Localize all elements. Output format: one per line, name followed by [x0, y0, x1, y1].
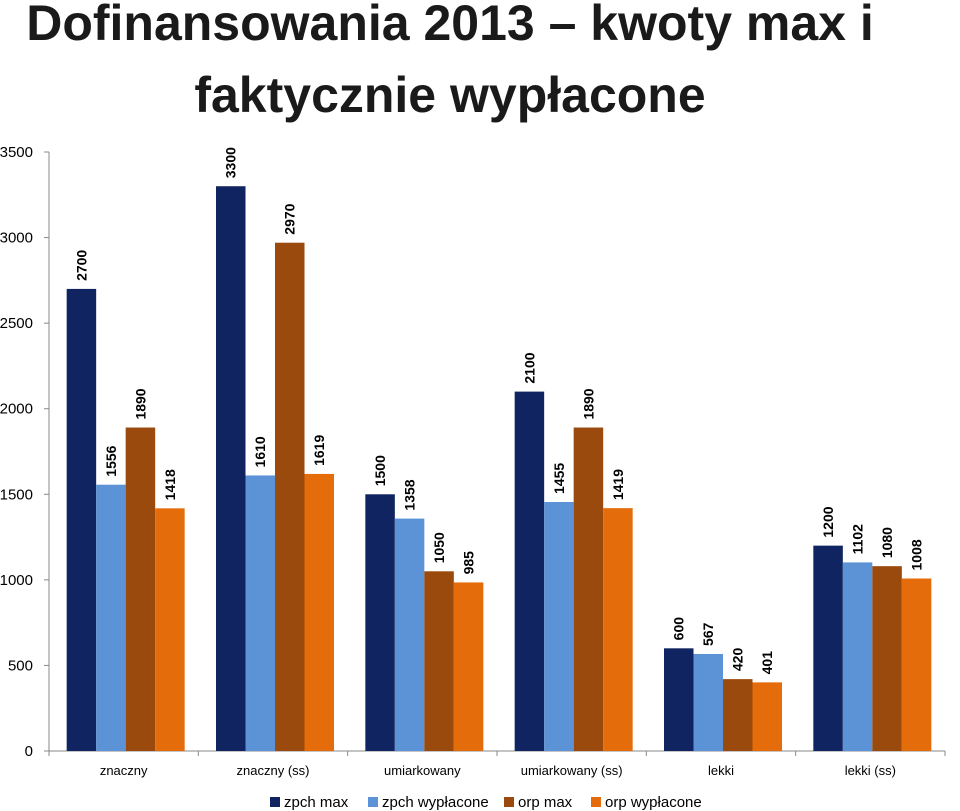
bar [752, 682, 782, 751]
data-label: 1419 [610, 469, 626, 500]
legend-label: orp max [518, 794, 573, 811]
data-label: 1619 [311, 435, 327, 466]
y-tick-label: 500 [8, 657, 33, 674]
legend-label: zpch max [284, 794, 349, 811]
data-label: 1008 [909, 539, 925, 570]
y-tick-label: 1000 [0, 572, 33, 589]
x-tick-label: znaczny (ss) [237, 763, 310, 778]
bar [304, 473, 334, 751]
bar [514, 391, 545, 751]
data-label: 1080 [879, 527, 895, 558]
data-label: 1418 [162, 469, 178, 500]
bar [872, 566, 902, 751]
bar [216, 186, 246, 751]
data-label: 1050 [431, 532, 447, 563]
legend-swatch [504, 797, 514, 807]
legend-label: zpch wypłacone [382, 794, 489, 811]
data-label: 1200 [820, 506, 836, 537]
bar [901, 578, 932, 751]
data-label: 1556 [103, 445, 119, 476]
legend-swatch [368, 797, 378, 807]
legend-swatch [270, 797, 280, 807]
bar [66, 288, 97, 751]
data-label: 985 [461, 551, 477, 575]
x-tick-label: umiarkowany (ss) [521, 763, 623, 778]
data-label: 1102 [850, 524, 866, 555]
data-label: 1358 [402, 479, 418, 510]
x-tick-label: lekki [708, 763, 734, 778]
bar [155, 508, 185, 751]
data-label: 1890 [132, 388, 148, 419]
y-tick-label: 1500 [0, 486, 33, 503]
bars [66, 186, 932, 751]
data-label: 2100 [521, 352, 537, 383]
bar [275, 242, 305, 751]
data-label: 420 [730, 648, 746, 672]
legend-label: orp wypłacone [605, 794, 702, 811]
data-label: 1500 [372, 455, 388, 486]
bar [664, 648, 694, 751]
bar [603, 508, 633, 751]
x-tick-label: lekki (ss) [845, 763, 896, 778]
bar [424, 571, 454, 751]
y-tick-label: 0 [25, 743, 33, 760]
bar [394, 518, 425, 751]
y-tick-label: 2500 [0, 315, 33, 332]
bar [573, 427, 604, 751]
chart-title-line: Dofinansowania 2013 – kwoty max i [26, 0, 874, 51]
bar [544, 501, 574, 751]
bar [693, 653, 723, 751]
x-tick-label: znaczny [100, 763, 148, 778]
x-tick-label: umiarkowany [384, 763, 461, 778]
bar [842, 562, 873, 751]
bar [365, 494, 395, 751]
bar [125, 427, 156, 751]
chart-title: Dofinansowania 2013 – kwoty max i faktycz… [26, 0, 874, 123]
y-tick-label: 3500 [0, 144, 33, 161]
data-label: 3300 [223, 147, 239, 178]
x-axis: znaczny znaczny (ss) umiarkowany umiarkowan… [48, 751, 946, 778]
bar [723, 679, 753, 751]
data-label: 2970 [282, 203, 298, 234]
bar [96, 484, 126, 751]
bar [453, 582, 484, 751]
y-tick-label: 3000 [0, 230, 33, 247]
data-label: 1455 [551, 463, 567, 494]
bar [245, 475, 275, 751]
data-label: 401 [759, 651, 775, 675]
data-label: 1610 [252, 436, 268, 467]
bar [813, 545, 843, 751]
data-label: 600 [671, 617, 687, 641]
data-label: 1890 [580, 388, 596, 419]
data-label: 567 [700, 622, 716, 646]
legend-swatch [591, 797, 601, 807]
data-label: 2700 [73, 250, 89, 281]
chart-title-line: faktycznie wypłacone [194, 67, 705, 123]
legend: zpch max zpch wypłacone orp max orp wypłaco… [270, 794, 702, 811]
data-labels: 2700 1556 1890 1418 3300 1610 2970 1619 1500 1358… [73, 147, 924, 675]
y-tick-label: 2000 [0, 401, 33, 418]
